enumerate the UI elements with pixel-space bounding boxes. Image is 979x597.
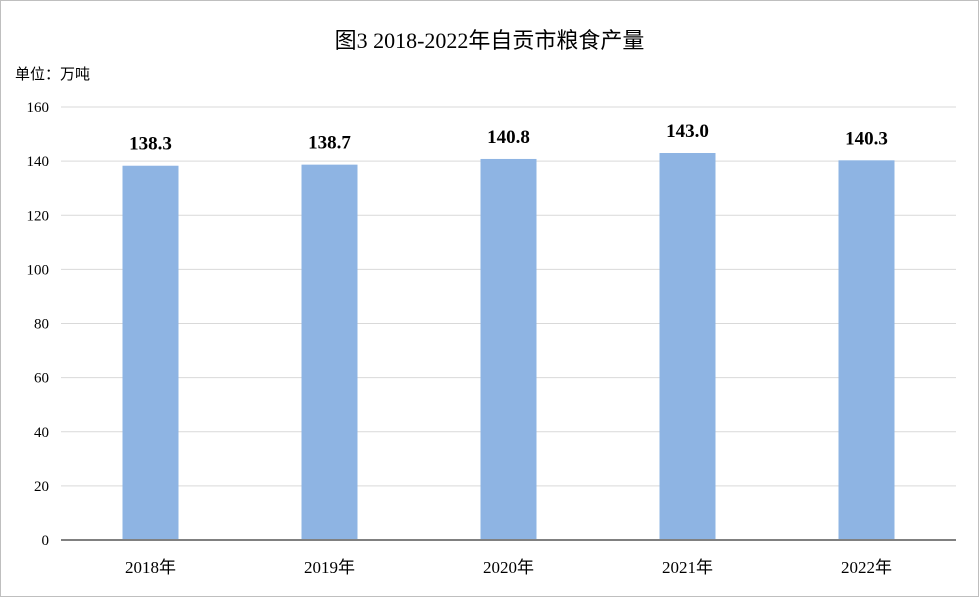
- x-tick-label: 2020年: [483, 558, 534, 577]
- y-tick-label: 0: [42, 533, 50, 549]
- bar: [122, 165, 179, 540]
- y-tick-label: 80: [34, 317, 49, 333]
- y-tick-label: 160: [27, 100, 50, 116]
- data-label: 140.8: [487, 127, 530, 148]
- data-label: 143.0: [666, 121, 709, 142]
- y-tick-label: 40: [34, 425, 49, 441]
- bar: [301, 164, 358, 540]
- x-tick-label: 2022年: [841, 558, 892, 577]
- x-tick-label: 2021年: [662, 558, 713, 577]
- data-label: 138.3: [129, 134, 172, 155]
- data-label: 138.7: [308, 133, 351, 154]
- bar: [659, 153, 716, 540]
- x-tick-label: 2018年: [125, 558, 176, 577]
- data-label: 140.3: [845, 128, 888, 149]
- y-tick-label: 60: [34, 371, 49, 387]
- x-tick-label: 2019年: [304, 558, 355, 577]
- bar: [480, 158, 537, 540]
- unit-label: 单位：万吨: [15, 67, 91, 83]
- y-tick-label: 140: [27, 154, 50, 170]
- y-tick-label: 20: [34, 479, 49, 495]
- chart-title: 图3 2018-2022年自贡市粮食产量: [334, 28, 645, 53]
- y-tick-label: 100: [27, 262, 50, 278]
- bar: [838, 160, 895, 541]
- y-tick-label: 120: [27, 208, 50, 224]
